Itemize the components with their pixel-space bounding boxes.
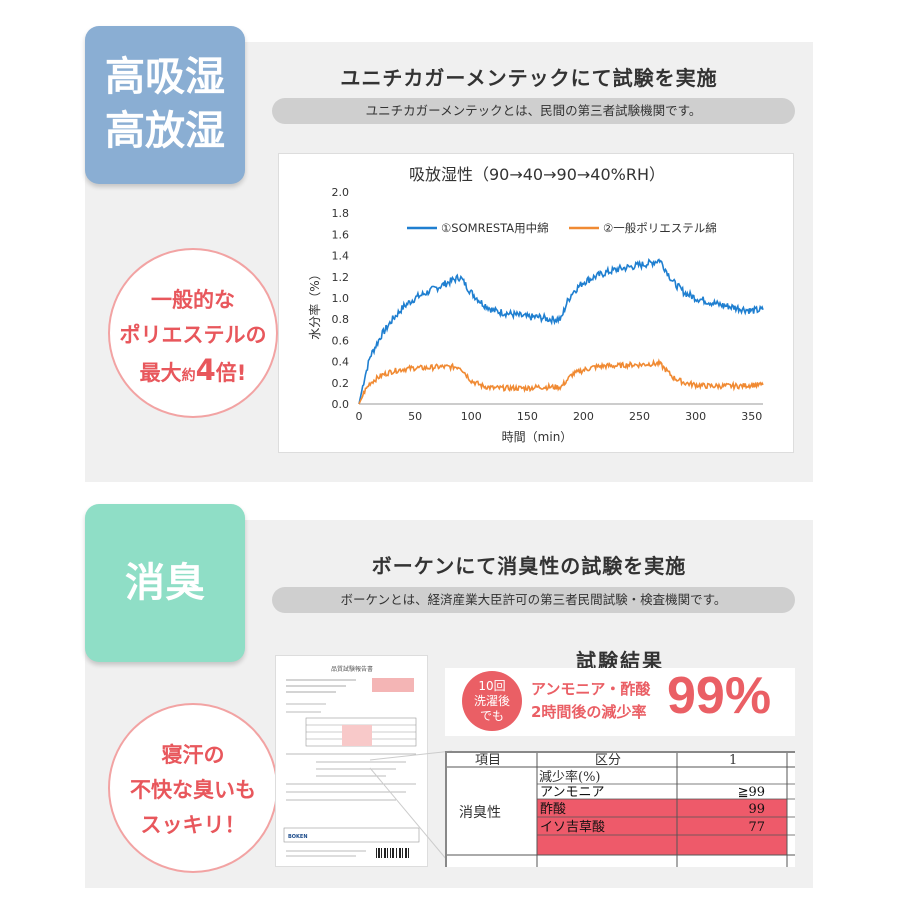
moisture-callout-line2: ポリエステルの	[119, 323, 267, 347]
table-row-name: 酢酸	[540, 802, 566, 817]
test-report-image: 品質試験報告書 BOKEN	[283, 665, 420, 858]
table-subheader: 減少率(%)	[539, 769, 601, 785]
x-tick-label: 100	[461, 410, 482, 423]
y-tick-label: 1.2	[332, 271, 350, 284]
highlight-block	[537, 799, 787, 855]
x-tick-label: 350	[741, 410, 762, 423]
result-desc-line1: アンモニア・酢酸	[531, 680, 651, 698]
table-row-label: 消臭性	[459, 805, 501, 821]
y-tick-label: 0.6	[332, 334, 350, 347]
callout-four: 4	[195, 353, 216, 387]
callout-max: 最大	[139, 361, 182, 385]
table-row-name: イソ吉草酸	[540, 820, 605, 835]
y-tick-label: 0.2	[332, 377, 350, 390]
table-header-category: 区分	[595, 753, 621, 768]
y-tick-label: 1.8	[332, 207, 350, 220]
moisture-tag-line2: 高放湿	[105, 108, 225, 154]
y-tick-label: 0.4	[332, 356, 350, 369]
test-report-thumbnail: 品質試験報告書 BOKEN	[275, 655, 428, 867]
x-tick-label: 200	[573, 410, 594, 423]
wash-badge-line1: 10回	[478, 679, 506, 693]
deodorant-tag: 消臭	[85, 504, 245, 662]
y-tick-label: 1.4	[332, 250, 350, 263]
table-row-value: 99	[748, 802, 765, 817]
result-percentage: 99%	[667, 667, 772, 725]
series-line	[358, 257, 764, 405]
table-header-item: 項目	[475, 753, 501, 768]
table-header-sample: 1	[729, 753, 737, 768]
wash-badge-line3: でも	[479, 709, 504, 723]
y-tick-label: 1.0	[332, 292, 350, 305]
wash-badge-line2: 洗濯後	[473, 694, 510, 708]
moisture-tag: 高吸湿 高放湿	[85, 26, 245, 184]
table-row-value: 77	[748, 820, 765, 835]
y-tick-label: 0.8	[332, 313, 350, 326]
moisture-callout-line1: 一般的な	[151, 288, 235, 312]
moisture-tag-line1: 高吸湿	[105, 54, 225, 100]
result-box: 10回 洗濯後 でも アンモニア・酢酸 2時間後の減少率 99%	[445, 667, 795, 736]
legend-label: ②一般ポリエステル綿	[603, 221, 717, 235]
x-tick-label: 50	[408, 410, 422, 423]
x-tick-label: 300	[685, 410, 706, 423]
series-line	[358, 358, 764, 405]
moisture-chart: 吸放湿性（90→40→90→40%RH） 0.0 0.2 0.4 0.6 0.8 1.0 1…	[278, 153, 794, 453]
y-tick-label: 2.0	[332, 186, 350, 199]
report-title: 品質試験報告書	[331, 665, 373, 673]
certificate-table: 項目 区分 1 消臭性 減少率(%) アンモニア ≧99 酢酸 99 イソ吉草酸…	[445, 751, 795, 867]
deodorant-callout-circle: 寝汗の 不快な臭いも スッキリ！	[108, 703, 278, 873]
table-row-name: アンモニア	[540, 785, 604, 800]
moisture-callout-circle: 一般的な ポリエステルの 最大約4倍!	[108, 248, 278, 418]
moisture-section-title: ユニチカガーメンテックにて試験を実施	[340, 66, 718, 90]
x-tick-label: 150	[517, 410, 538, 423]
deodorant-section-title: ボーケンにて消臭性の試験を実施	[371, 554, 687, 578]
moisture-callout-line3: 最大約4倍!	[110, 353, 276, 394]
deodorant-callout-line3: スッキリ！	[140, 813, 246, 837]
x-tick-label: 0	[356, 410, 363, 423]
result-desc-line2: 2時間後の減少率	[531, 703, 647, 721]
certificate-table-svg: 項目 区分 1 消臭性 減少率(%) アンモニア ≧99 酢酸 99 イソ吉草酸…	[447, 753, 795, 867]
moisture-section-subtitle: ユニチカガーメンテックとは、民間の第三者試験機関です。	[272, 98, 795, 124]
chart-xlabel: 時間（min）	[502, 430, 573, 444]
y-tick-label: 1.6	[332, 228, 350, 241]
chart-ylabel: 水分率（%）	[307, 268, 322, 339]
deodorant-callout-line1: 寝汗の	[161, 743, 225, 767]
wash-badge: 10回 洗濯後 でも	[462, 671, 522, 731]
x-tick-label: 250	[629, 410, 650, 423]
callout-times: 倍!	[215, 361, 247, 385]
moisture-chart-svg: 吸放湿性（90→40→90→40%RH） 0.0 0.2 0.4 0.6 0.8 1.0 1…	[307, 165, 764, 444]
y-tick-label: 0.0	[332, 398, 350, 411]
chart-title: 吸放湿性（90→40→90→40%RH）	[409, 165, 665, 184]
legend-label: ①SOMRESTA用中綿	[441, 221, 549, 235]
result-description: アンモニア・酢酸 2時間後の減少率	[531, 678, 650, 724]
deodorant-section-subtitle: ボーケンとは、経済産業大臣許可の第三者民間試験・検査機関です。	[272, 587, 795, 613]
callout-approx: 約	[181, 368, 196, 384]
table-row-value: ≧99	[738, 785, 765, 800]
deodorant-callout-line2: 不快な臭いも	[130, 778, 256, 802]
report-logo: BOKEN	[288, 834, 308, 840]
